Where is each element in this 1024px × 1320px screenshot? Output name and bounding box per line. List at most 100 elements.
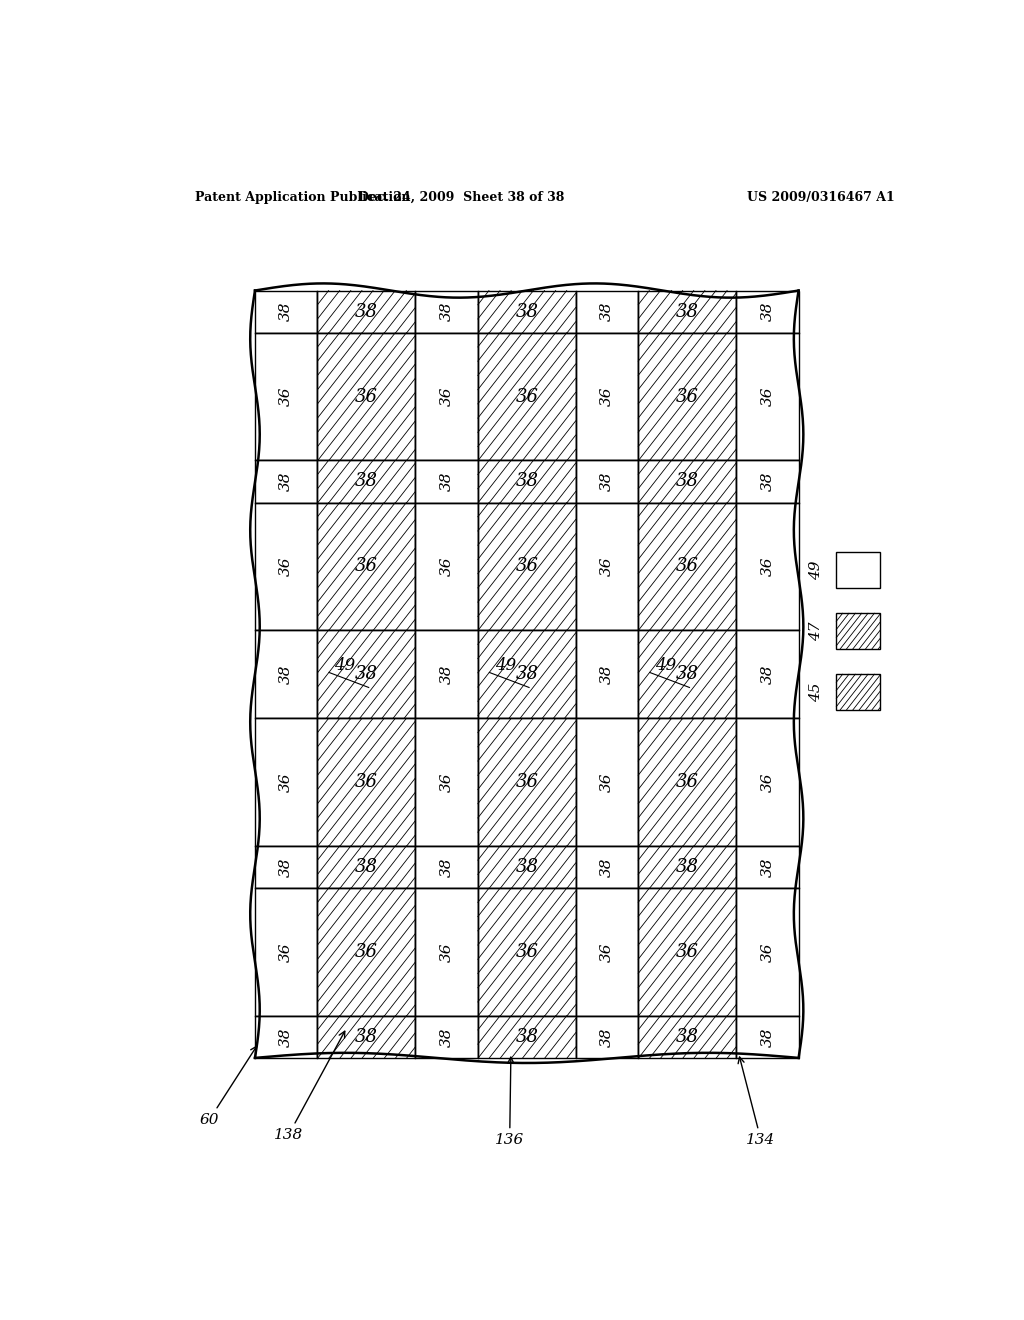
Text: 38: 38 <box>439 302 454 321</box>
Text: 38: 38 <box>515 302 539 321</box>
Text: 38: 38 <box>515 473 539 491</box>
Text: 38: 38 <box>761 302 774 321</box>
Bar <box>575 333 638 461</box>
Text: 36: 36 <box>676 557 698 576</box>
Bar <box>575 630 638 718</box>
Text: 38: 38 <box>280 664 293 684</box>
Text: 38: 38 <box>439 1027 454 1047</box>
Bar <box>638 290 736 333</box>
Bar <box>317 718 416 846</box>
Bar <box>255 1015 317 1057</box>
Text: 38: 38 <box>761 1027 774 1047</box>
Bar <box>478 290 575 333</box>
Bar <box>416 290 478 333</box>
Text: 36: 36 <box>761 772 774 792</box>
Text: 38: 38 <box>280 471 293 491</box>
Text: 36: 36 <box>439 387 454 407</box>
Text: 134: 134 <box>738 1057 775 1147</box>
Text: US 2009/0316467 A1: US 2009/0316467 A1 <box>748 190 895 203</box>
Text: 38: 38 <box>761 857 774 876</box>
Text: 36: 36 <box>600 942 614 962</box>
Bar <box>255 630 317 718</box>
Bar <box>478 461 575 503</box>
Text: 36: 36 <box>676 388 698 405</box>
Text: 38: 38 <box>355 858 378 876</box>
Text: 38: 38 <box>761 664 774 684</box>
Text: 36: 36 <box>439 772 454 792</box>
Bar <box>837 675 880 710</box>
Text: 49: 49 <box>655 657 676 675</box>
Text: 36: 36 <box>761 557 774 576</box>
Text: 38: 38 <box>439 857 454 876</box>
Text: 36: 36 <box>280 387 293 407</box>
Bar <box>638 630 736 718</box>
Bar <box>837 552 880 587</box>
Bar <box>478 503 575 630</box>
Text: 38: 38 <box>676 1028 698 1045</box>
Bar <box>478 630 575 718</box>
Text: 38: 38 <box>676 665 698 684</box>
Text: 36: 36 <box>280 942 293 962</box>
Bar <box>638 718 736 846</box>
Text: 49: 49 <box>809 560 823 579</box>
Text: 36: 36 <box>439 557 454 576</box>
Bar <box>575 503 638 630</box>
Text: 36: 36 <box>280 557 293 576</box>
Bar <box>416 630 478 718</box>
Bar <box>317 333 416 461</box>
Text: 38: 38 <box>676 858 698 876</box>
Text: 38: 38 <box>515 665 539 684</box>
Bar <box>736 461 799 503</box>
Bar <box>478 718 575 846</box>
Text: 36: 36 <box>355 557 378 576</box>
Text: 38: 38 <box>600 664 614 684</box>
Bar <box>317 290 416 333</box>
Bar <box>416 718 478 846</box>
Bar <box>255 888 317 1015</box>
Text: 38: 38 <box>600 857 614 876</box>
Text: 38: 38 <box>600 471 614 491</box>
Text: 36: 36 <box>676 774 698 791</box>
Bar <box>837 614 880 649</box>
Text: 36: 36 <box>600 387 614 407</box>
Bar <box>478 1015 575 1057</box>
Bar <box>317 888 416 1015</box>
Bar <box>317 630 416 718</box>
Text: 36: 36 <box>515 388 539 405</box>
Bar <box>638 1015 736 1057</box>
Bar <box>317 1015 416 1057</box>
Bar <box>416 846 478 888</box>
Bar <box>416 503 478 630</box>
Bar <box>575 461 638 503</box>
Bar <box>317 846 416 888</box>
Bar <box>575 846 638 888</box>
Bar <box>736 630 799 718</box>
Bar <box>416 888 478 1015</box>
Bar <box>478 888 575 1015</box>
Bar <box>638 503 736 630</box>
Text: 45: 45 <box>809 682 823 702</box>
Text: 49: 49 <box>495 657 516 675</box>
Bar <box>736 1015 799 1057</box>
Text: 38: 38 <box>355 1028 378 1045</box>
Text: 36: 36 <box>600 557 614 576</box>
Bar <box>736 846 799 888</box>
Text: 38: 38 <box>515 858 539 876</box>
Bar <box>736 718 799 846</box>
Text: 38: 38 <box>439 471 454 491</box>
Text: 49: 49 <box>334 657 355 675</box>
Text: 36: 36 <box>355 942 378 961</box>
Text: 38: 38 <box>600 1027 614 1047</box>
Text: Dec. 24, 2009  Sheet 38 of 38: Dec. 24, 2009 Sheet 38 of 38 <box>358 190 564 203</box>
Bar <box>736 290 799 333</box>
Bar <box>416 1015 478 1057</box>
Text: 38: 38 <box>355 302 378 321</box>
Text: 38: 38 <box>761 471 774 491</box>
Bar <box>575 290 638 333</box>
Text: 36: 36 <box>761 387 774 407</box>
Text: 38: 38 <box>515 1028 539 1045</box>
Text: 36: 36 <box>515 942 539 961</box>
Bar <box>255 461 317 503</box>
Bar <box>255 846 317 888</box>
Bar <box>638 461 736 503</box>
